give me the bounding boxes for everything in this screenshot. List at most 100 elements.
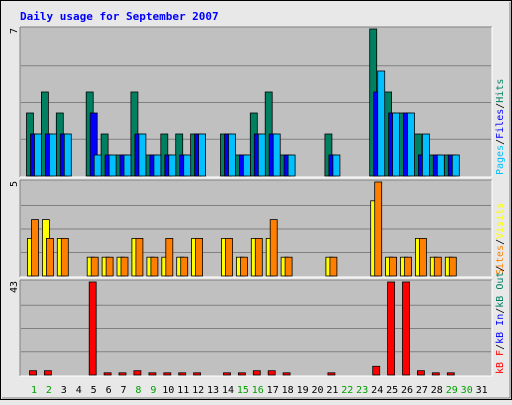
side-legend-label: Pages/Files/Hits: [495, 79, 506, 175]
day-tick-10: 10: [162, 385, 174, 396]
side-legend-part-4: Hits: [495, 79, 506, 103]
side-legend-part-5: /: [495, 266, 506, 272]
day-tick-17: 17: [267, 385, 279, 396]
bar-pages-day-17: [272, 133, 281, 177]
bar-sites-day-7: [120, 256, 129, 277]
bar-pages-day-1: [34, 133, 42, 177]
day-tick-27: 27: [416, 385, 428, 396]
day-tick-24: 24: [371, 385, 383, 396]
side-legend-part-0: Pages: [495, 145, 506, 175]
bar-sites-day-25: [389, 256, 398, 277]
day-tick-22: 22: [341, 385, 353, 396]
day-tick-20: 20: [311, 385, 323, 396]
bar-sites-day-10: [165, 237, 174, 277]
day-tick-labels: 1 2 3 4 5 6 7 8 9 10 11 12 13 14 15 16 17 18 19 20 21 22 23 24 2…: [31, 385, 488, 396]
side-legend-part-3: /: [495, 308, 506, 314]
bar-sites-day-16: [254, 237, 263, 277]
bar-kb-f-day-26: [402, 281, 410, 376]
day-tick-31: 31: [476, 385, 488, 396]
day-tick-19: 19: [297, 385, 309, 396]
bar-pages-day-29: [451, 154, 460, 177]
bar-kb-f-day-16: [252, 370, 261, 376]
bar-kb-f-day-6: [103, 372, 112, 376]
bar-pages-day-6: [108, 154, 117, 177]
side-legend-label: Sites/Visits: [495, 203, 506, 275]
bar-sites-day-2: [46, 237, 54, 277]
bar-pages-day-7: [123, 154, 132, 177]
bar-kb-f-day-21: [327, 372, 336, 376]
bar-kb-f-day-12: [193, 372, 202, 376]
bar-kb-f-day-1: [29, 370, 37, 376]
day-tick-2: 2: [46, 385, 52, 396]
day-tick-16: 16: [252, 385, 264, 396]
day-tick-6: 6: [106, 385, 112, 396]
bars: [27, 181, 457, 277]
bar-pages-day-10: [168, 154, 177, 177]
day-tick-1: 1: [31, 385, 37, 396]
day-tick-3: 3: [61, 385, 67, 396]
day-tick-26: 26: [401, 385, 413, 396]
bar-pages-day-3: [63, 133, 72, 177]
bar-kb-f-day-9: [148, 372, 157, 376]
side-legend-label: kB F/kB In/kB Out/: [495, 266, 506, 374]
day-tick-29: 29: [446, 385, 458, 396]
bar-sites-day-21: [329, 256, 338, 277]
bar-pages-day-15: [242, 154, 251, 177]
bar-pages-day-11: [183, 154, 192, 177]
bar-sites-day-1: [31, 219, 39, 277]
day-tick-21: 21: [326, 385, 338, 396]
bar-sites-day-12: [195, 237, 204, 277]
bar-kb-f-day-28: [431, 372, 440, 376]
bar-kb-f-day-2: [44, 370, 52, 376]
day-tick-23: 23: [356, 385, 368, 396]
day-tick-8: 8: [135, 385, 141, 396]
bar-sites-day-11: [180, 256, 189, 277]
day-tick-7: 7: [120, 385, 126, 396]
bar-pages-day-14: [228, 133, 236, 177]
bar-pages-day-8: [138, 133, 147, 177]
side-legend-part-1: /: [495, 344, 506, 350]
bar-kb-f-day-27: [416, 370, 425, 376]
bar-kb-f-day-29: [446, 372, 455, 376]
day-tick-5: 5: [91, 385, 97, 396]
bar-pages-day-21: [332, 154, 341, 177]
bar-pages-day-25: [392, 112, 401, 177]
bar-kb-f-day-8: [133, 370, 142, 376]
bar-sites-day-9: [150, 256, 159, 277]
bars: [29, 281, 455, 376]
bar-sites-day-17: [269, 219, 278, 277]
day-tick-9: 9: [150, 385, 156, 396]
bar-kb-f-day-15: [237, 372, 246, 376]
bar-sites-day-24: [374, 181, 383, 277]
bar-pages-day-16: [257, 133, 266, 177]
bar-pages-day-24: [377, 70, 386, 177]
y-max-label: 43: [9, 281, 20, 293]
bar-pages-day-28: [436, 154, 445, 177]
day-tick-14: 14: [222, 385, 234, 396]
bar-kb-f-day-17: [267, 370, 276, 376]
side-legend-part-4: kB Out: [495, 272, 506, 308]
bar-sites-day-5: [90, 256, 99, 277]
bar-kb-f-day-10: [163, 372, 172, 376]
bar-kb-f-day-14: [223, 372, 231, 376]
bar-sites-day-6: [105, 256, 114, 277]
bar-kb-f-day-5: [88, 281, 97, 376]
bar-sites-day-26: [404, 256, 412, 277]
bar-sites-day-3: [60, 237, 69, 277]
side-legend-part-0: Sites: [495, 245, 506, 275]
side-legend-part-1: /: [495, 139, 506, 145]
y-max-label: 7: [9, 28, 20, 34]
bar-kb-f-day-25: [387, 281, 396, 376]
chart-title: Daily usage for September 2007: [20, 10, 219, 23]
day-tick-30: 30: [461, 385, 473, 396]
bar-pages-day-27: [421, 133, 430, 177]
bar-sites-day-28: [433, 256, 442, 277]
bar-pages-day-26: [407, 112, 415, 177]
bar-kb-f-day-24: [372, 365, 381, 376]
bar-kb-f-day-18: [282, 372, 291, 376]
bar-pages-day-5: [93, 154, 102, 177]
bar-sites-day-18: [284, 256, 293, 277]
